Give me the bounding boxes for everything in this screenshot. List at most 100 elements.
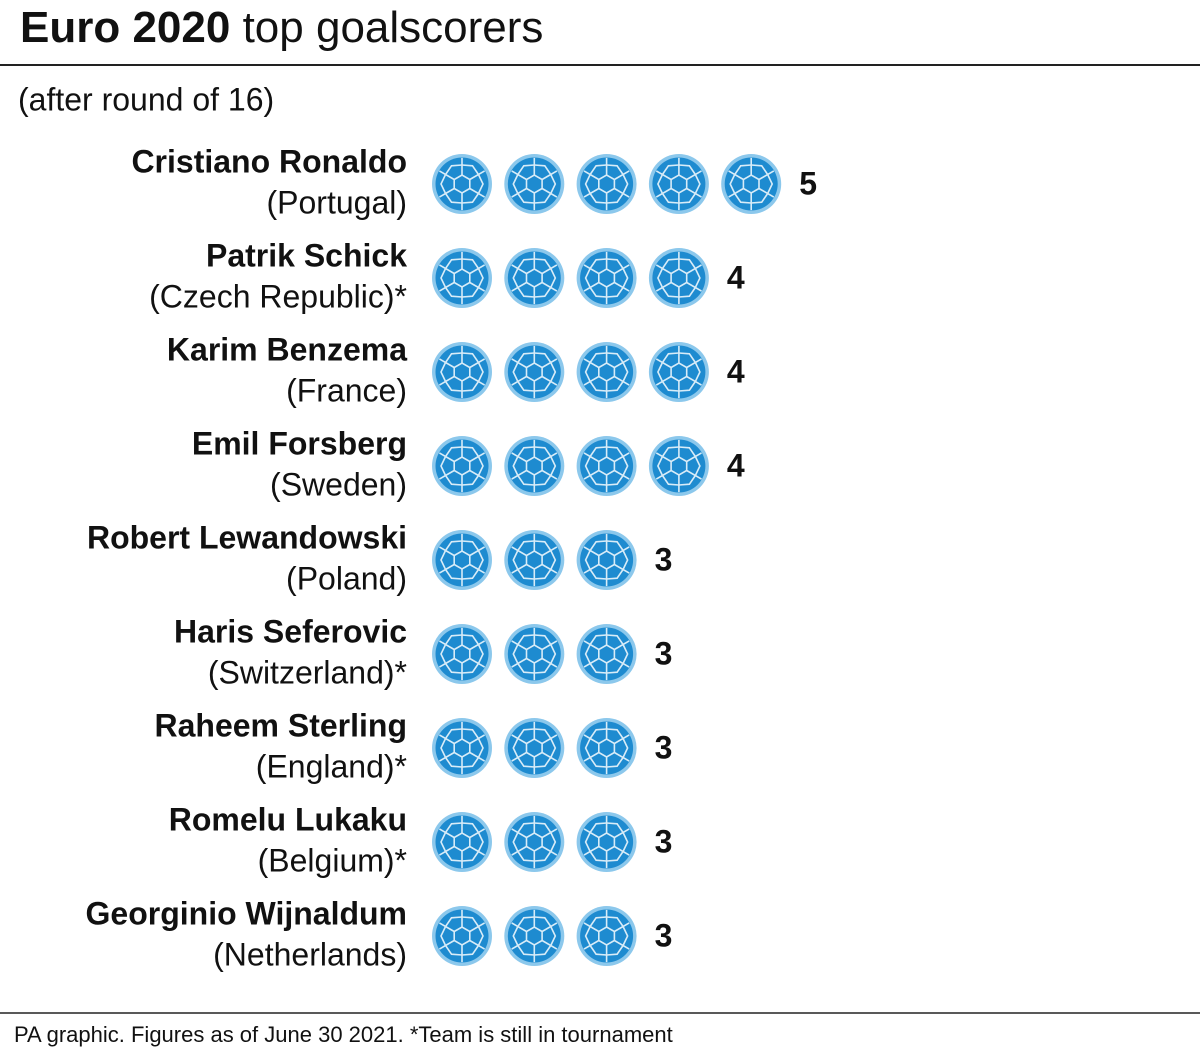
ball-pattern — [511, 264, 527, 275]
ball-pattern — [583, 452, 600, 463]
ball-pattern — [583, 375, 600, 386]
ball-pattern — [622, 926, 629, 946]
ball-pattern — [440, 644, 447, 664]
ball-pattern — [550, 832, 557, 852]
ball-pattern — [583, 170, 600, 181]
ball-pattern — [661, 381, 679, 392]
ball-pattern — [694, 362, 701, 382]
ball-pattern — [541, 563, 558, 574]
ball-pattern — [511, 563, 527, 574]
ball-pattern — [469, 281, 486, 292]
team-name: (Poland) — [286, 560, 407, 596]
ball-pattern — [438, 828, 455, 839]
ball-pattern — [589, 634, 607, 645]
ball-pattern — [511, 734, 527, 745]
ball-pattern — [550, 268, 557, 288]
ball-pattern — [438, 734, 455, 745]
ball-pattern — [686, 264, 702, 275]
ball-pattern — [517, 193, 535, 204]
ball-pattern — [686, 469, 702, 480]
ball-pattern — [583, 828, 600, 839]
ball-pattern — [534, 164, 552, 175]
ball-pattern — [583, 845, 600, 856]
ball-pattern — [444, 352, 463, 363]
ball-pattern — [613, 452, 630, 463]
ball-pattern — [469, 187, 486, 198]
ball-pattern — [613, 563, 630, 574]
ball-pattern — [469, 546, 486, 557]
ball-pattern — [589, 193, 607, 204]
ball-pattern — [444, 258, 463, 269]
ball-pattern — [438, 469, 455, 480]
ball-pattern — [511, 640, 527, 651]
ball-pattern — [511, 375, 527, 386]
ball-pattern — [461, 916, 480, 927]
ball-pattern — [469, 751, 486, 762]
ball-pattern — [534, 352, 552, 363]
ball-pattern — [655, 469, 672, 480]
ball-pattern — [517, 381, 535, 392]
ball-pattern — [517, 945, 535, 956]
ball-pattern — [534, 945, 552, 956]
ball-pattern — [517, 540, 535, 551]
ball-pattern — [477, 926, 484, 946]
ball-pattern — [444, 540, 463, 551]
ball-pattern — [613, 358, 630, 369]
ball-pattern — [444, 822, 463, 833]
ball-pattern — [541, 922, 558, 933]
ball-pattern — [606, 569, 624, 580]
ball-pattern — [461, 540, 480, 551]
ball-pattern — [534, 851, 552, 862]
ball-pattern — [751, 164, 769, 175]
ball-pattern — [589, 258, 607, 269]
ball-pattern — [512, 550, 519, 570]
ball-pattern — [550, 926, 557, 946]
ball-pattern — [534, 258, 552, 269]
ball-pattern — [440, 832, 447, 852]
ball-pattern — [541, 657, 558, 668]
ball-pattern — [686, 452, 702, 463]
ball-pattern — [606, 945, 624, 956]
ball-pattern — [444, 945, 463, 956]
ball-pattern — [541, 375, 558, 386]
ball-pattern — [678, 475, 697, 486]
ball-pattern — [469, 939, 486, 950]
ball-pattern — [461, 851, 480, 862]
ball-pattern — [511, 187, 527, 198]
ball-pattern — [589, 446, 607, 457]
ball-pattern — [461, 352, 480, 363]
ball-pattern — [613, 939, 630, 950]
ball-pattern — [694, 174, 701, 194]
value-label: 3 — [655, 729, 673, 765]
ball-pattern — [469, 375, 486, 386]
ball-pattern — [678, 164, 697, 175]
ball-pattern — [606, 381, 624, 392]
ball-pattern — [444, 569, 463, 580]
ball-pattern — [622, 174, 629, 194]
ball-pattern — [584, 174, 591, 194]
ball-pattern — [461, 258, 480, 269]
ball-pattern — [444, 663, 463, 674]
ball-pattern — [444, 475, 463, 486]
ball-pattern — [440, 926, 447, 946]
ball-pattern — [589, 757, 607, 768]
ball-pattern — [469, 264, 486, 275]
ball-pattern — [511, 922, 527, 933]
ball-pattern — [469, 922, 486, 933]
ball-pattern — [517, 916, 535, 927]
goal-icons — [432, 248, 709, 308]
ball-pattern — [541, 358, 558, 369]
ball-pattern — [438, 281, 455, 292]
ball-pattern — [541, 845, 558, 856]
ball-pattern — [589, 540, 607, 551]
ball-pattern — [583, 751, 600, 762]
ball-pattern — [512, 926, 519, 946]
ball-pattern — [511, 281, 527, 292]
ball-pattern — [534, 728, 552, 739]
ball-pattern — [444, 193, 463, 204]
ball-pattern — [512, 268, 519, 288]
ball-pattern — [728, 187, 744, 198]
ball-pattern — [678, 287, 697, 298]
ball-pattern — [461, 193, 480, 204]
ball-pattern — [622, 832, 629, 852]
